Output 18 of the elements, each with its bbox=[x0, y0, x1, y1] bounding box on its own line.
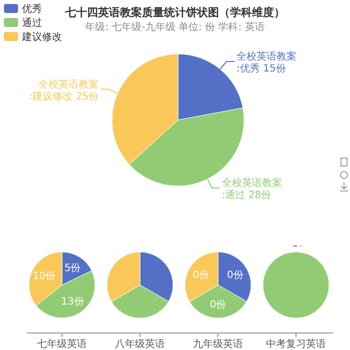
text: 0份 bbox=[192, 270, 210, 281]
text: 九年级英语 bbox=[193, 338, 243, 350]
data-label: 10份 bbox=[32, 271, 56, 282]
text: 年级: 七年级-九年级 单位: 份 学科: 英语 bbox=[85, 21, 265, 33]
text: 七年级英语 bbox=[37, 338, 87, 350]
data-label: 5份 bbox=[64, 262, 81, 274]
text: 八年级英语 bbox=[115, 338, 165, 350]
legend-label: 优秀 bbox=[22, 3, 42, 15]
data-label: 全校英语教案 :建议修改 25份 bbox=[29, 78, 98, 102]
legend-label: 通过 bbox=[22, 17, 42, 29]
data-label: 13份 bbox=[61, 296, 84, 308]
data-label: 全校英语教案 :优秀 15份 bbox=[236, 50, 297, 75]
text: 中考复习英语 bbox=[266, 338, 326, 350]
text: 0份 bbox=[226, 270, 244, 281]
text: 0份 bbox=[210, 300, 226, 311]
chart-title: 七十四英语教案质量统计饼状图（学科维度） bbox=[64, 6, 285, 19]
legend-label: 建议修改 bbox=[21, 31, 62, 43]
data-label: 全校英语教案 :通过 28份 bbox=[222, 177, 282, 202]
